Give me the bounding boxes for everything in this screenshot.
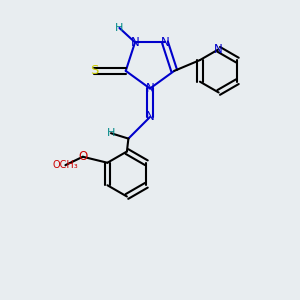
Text: N: N [130,36,140,49]
Text: H: H [107,128,115,138]
Text: S: S [90,64,98,77]
Text: N: N [146,110,154,124]
Text: O: O [78,150,87,163]
Text: N: N [160,36,169,49]
Text: N: N [146,82,154,95]
Text: N: N [214,43,223,56]
Text: H: H [115,23,124,33]
Text: OCH₃: OCH₃ [52,160,78,170]
